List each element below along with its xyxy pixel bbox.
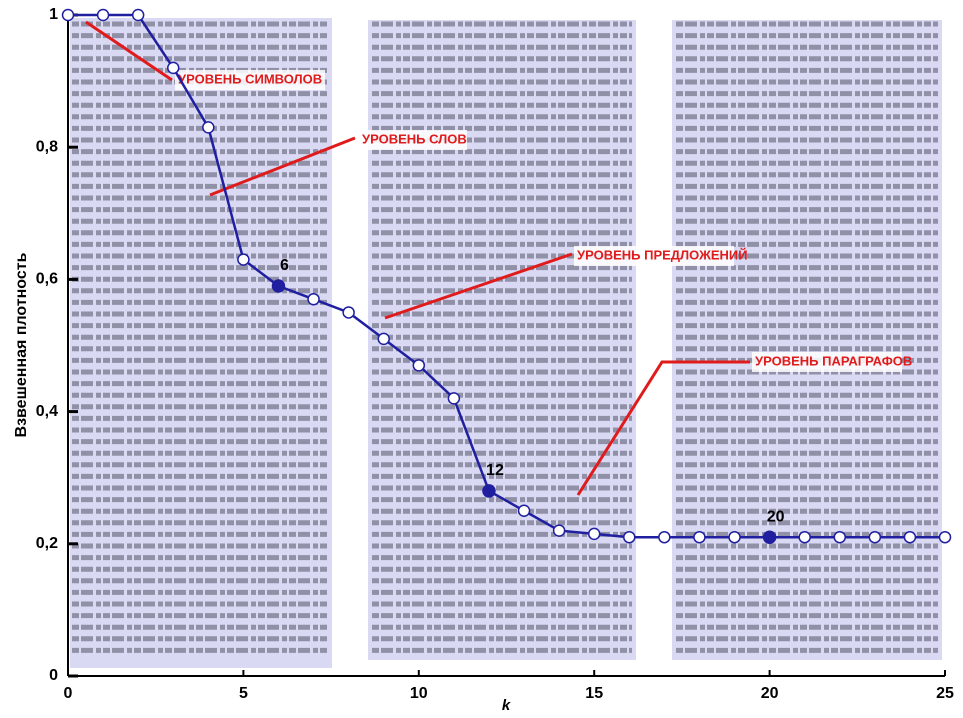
data-point xyxy=(624,532,635,543)
annotation: УРОВЕНЬ ПАРАГРАФОВ xyxy=(755,353,912,368)
data-point xyxy=(272,280,284,292)
point-label: 20 xyxy=(767,508,785,525)
data-point xyxy=(589,528,600,539)
x-tick-label: 15 xyxy=(585,685,603,702)
data-point xyxy=(448,393,459,404)
x-tick-label: 20 xyxy=(761,685,779,702)
y-axis-label: Взвешенная плотность xyxy=(13,252,30,437)
chart: Взвешенная плотность k 00,20,40,60,81051… xyxy=(0,0,963,713)
y-tick-label: 0,6 xyxy=(36,271,58,288)
data-point xyxy=(238,254,249,265)
data-point xyxy=(764,531,776,543)
x-tick-label: 0 xyxy=(64,685,73,702)
y-tick-label: 1 xyxy=(49,6,58,23)
data-point xyxy=(483,485,495,497)
data-point xyxy=(904,532,915,543)
data-point xyxy=(940,532,951,543)
data-point xyxy=(554,525,565,536)
annotation: УРОВЕНЬ СЛОВ xyxy=(362,131,467,146)
data-point xyxy=(133,10,144,21)
data-point xyxy=(203,122,214,133)
data-point xyxy=(519,505,530,516)
data-point xyxy=(659,532,670,543)
data-point xyxy=(413,360,424,371)
data-point xyxy=(378,333,389,344)
x-axis-label: k xyxy=(502,697,511,713)
x-tick-label: 10 xyxy=(410,685,428,702)
annotation: УРОВЕНЬ СИМВОЛОВ xyxy=(178,71,322,86)
data-point xyxy=(308,294,319,305)
x-tick-label: 25 xyxy=(936,685,954,702)
data-point xyxy=(799,532,810,543)
x-tick-label: 5 xyxy=(239,685,248,702)
data-point xyxy=(694,532,705,543)
data-point xyxy=(63,10,74,21)
data-point xyxy=(834,532,845,543)
y-tick-label: 0,8 xyxy=(36,138,58,155)
data-point xyxy=(98,10,109,21)
point-label: 6 xyxy=(280,257,289,274)
point-label: 12 xyxy=(486,462,504,479)
data-point xyxy=(168,62,179,73)
y-tick-label: 0,2 xyxy=(36,535,58,552)
y-tick-label: 0 xyxy=(49,667,58,684)
data-point xyxy=(343,307,354,318)
y-tick-label: 0,4 xyxy=(36,403,58,420)
data-point xyxy=(869,532,880,543)
data-point xyxy=(729,532,740,543)
annotation: УРОВЕНЬ ПРЕДЛОЖЕНИЙ xyxy=(577,247,748,262)
